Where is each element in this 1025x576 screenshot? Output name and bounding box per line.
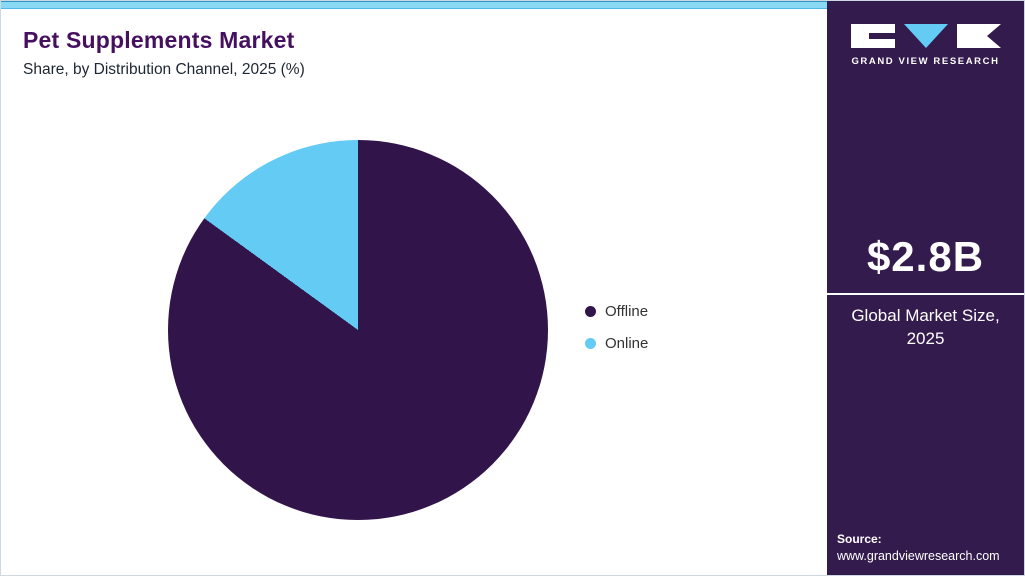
legend-item-offline: Offline [585, 303, 648, 320]
gvr-logo: GRAND VIEW RESEARCH [827, 23, 1024, 67]
chart-legend: Offline Online [585, 303, 648, 352]
gvr-logo-mark [850, 24, 1001, 48]
legend-label-online: Online [605, 335, 649, 352]
legend-label-offline: Offline [605, 303, 649, 320]
source-block: Source: www.grandviewresearch.com [837, 532, 1000, 563]
legend-item-online: Online [585, 335, 648, 352]
market-size-value: $2.8B [866, 233, 985, 280]
top-accent-bar [1, 1, 827, 9]
market-size-block: $2.8B Global Market Size, 2025 [827, 233, 1024, 351]
sidebar: GRAND VIEW RESEARCH $2.8B Global Market … [827, 1, 1024, 575]
source-label: Source: [837, 532, 882, 546]
pie-chart [168, 140, 548, 520]
divider-line [827, 293, 1024, 295]
legend-swatch-offline [585, 306, 596, 317]
market-size-label: Global Market Size, 2025 [851, 306, 1000, 348]
chart-panel: Pet Supplements Market Share, by Distrib… [1, 1, 827, 575]
page-subtitle: Share, by Distribution Channel, 2025 (%) [23, 61, 305, 78]
page-title: Pet Supplements Market [23, 27, 295, 53]
source-url[interactable]: www.grandviewresearch.com [837, 549, 1000, 563]
brand-name: GRAND VIEW RESEARCH [851, 56, 1000, 67]
legend-swatch-online [585, 338, 596, 349]
